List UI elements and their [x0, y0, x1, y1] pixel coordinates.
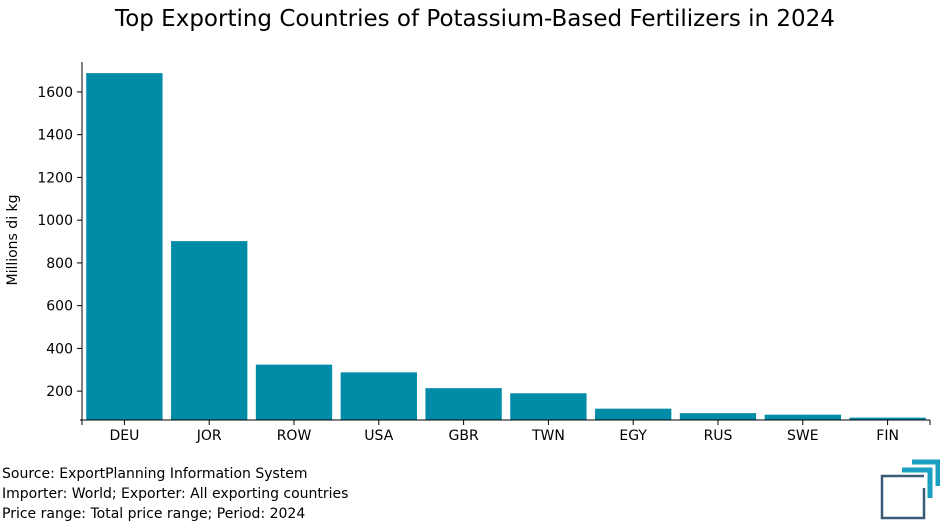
bar-swe	[764, 414, 841, 420]
y-tick-label: 800	[46, 256, 73, 272]
bar-fin	[849, 417, 926, 420]
bar-deu	[86, 73, 163, 421]
chart-title: Top Exporting Countries of Potassium-Bas…	[115, 6, 835, 32]
exportplanning-logo-icon	[880, 459, 940, 520]
x-tick-label-gbr: GBR	[449, 428, 479, 444]
y-tick-label: 1000	[37, 213, 73, 229]
y-axis: 200 400 600 800 1000 1200 1400 1600	[37, 62, 83, 422]
x-tick-label-rus: RUS	[704, 428, 733, 444]
y-tick-label: 200	[46, 384, 73, 400]
footer: Source: ExportPlanning Information Syste…	[2, 464, 348, 524]
x-tick-label-swe: SWE	[787, 428, 819, 444]
x-tick-label-deu: DEU	[109, 428, 139, 444]
x-tick-label-fin: FIN	[876, 428, 899, 444]
bar-jor	[171, 241, 248, 420]
y-tick-label: 1400	[37, 128, 73, 144]
footer-price: Price range: Total price range; Period: …	[2, 506, 306, 522]
bar-twn	[510, 393, 587, 420]
x-tick-label-usa: USA	[364, 428, 393, 444]
bar-row	[255, 364, 333, 420]
x-axis: DEU JOR ROW USA GBR TWN EGY RUS SWE FIN	[80, 419, 931, 444]
bar-egy	[595, 408, 672, 420]
x-tick-label-row: ROW	[277, 428, 312, 444]
y-tick-label: 1600	[37, 85, 73, 101]
y-tick-label: 600	[46, 299, 73, 315]
bars-group	[86, 73, 926, 421]
x-tick-label-egy: EGY	[619, 428, 647, 444]
bar-usa	[340, 372, 417, 420]
y-tick-label: 400	[46, 341, 73, 357]
y-axis-label: Millions di kg	[5, 194, 21, 285]
bar-rus	[679, 413, 757, 420]
bar-gbr	[425, 388, 502, 420]
bar-chart: 200 400 600 800 1000 1200 1400 1600 DEU JOR ROW US…	[5, 62, 931, 444]
footer-source: Source: ExportPlanning Information Syste…	[2, 466, 308, 482]
x-tick-label-twn: TWN	[531, 428, 565, 444]
x-tick-label-jor: JOR	[196, 428, 222, 444]
footer-filter: Importer: World; Exporter: All exporting…	[2, 486, 349, 502]
y-tick-label: 1200	[37, 170, 73, 186]
